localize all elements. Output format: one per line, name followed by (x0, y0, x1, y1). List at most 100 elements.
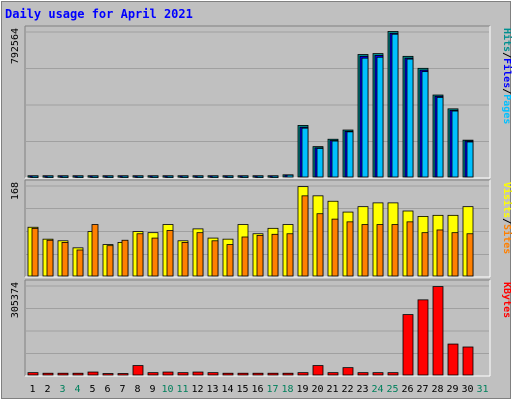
legend-hits-files-pages: Hits/Files/Pages (501, 28, 512, 124)
bar-kbytes-day-9 (147, 372, 159, 376)
day-label-2: 2 (44, 384, 50, 395)
bar-pages-day-30 (466, 141, 474, 178)
bar-sites-day-5 (91, 224, 99, 277)
day-label-4: 4 (74, 384, 80, 395)
bar-kbytes-day-22 (342, 367, 354, 376)
bar-sites-day-9 (151, 237, 159, 277)
day-label-30: 30 (461, 384, 473, 395)
bar-pages-day-22 (346, 131, 354, 178)
day-label-21: 21 (326, 384, 338, 395)
bar-sites-day-6 (106, 245, 114, 277)
bar-pages-day-23 (361, 57, 369, 178)
bar-pages-day-7 (121, 175, 129, 178)
bar-kbytes-day-20 (312, 365, 324, 376)
bar-kbytes-day-23 (357, 372, 369, 376)
bar-sites-day-16 (256, 234, 264, 277)
legend-item: KBytes (501, 282, 512, 318)
bar-pages-day-16 (256, 175, 264, 178)
day-label-13: 13 (206, 384, 218, 395)
day-label-28: 28 (431, 384, 443, 395)
bar-kbytes-day-13 (207, 372, 219, 376)
bar-kbytes-day-28 (432, 286, 444, 376)
bar-kbytes-day-30 (462, 346, 474, 376)
bar-kbytes-day-5 (87, 371, 99, 376)
bar-pages-day-15 (241, 175, 249, 178)
day-label-19: 19 (296, 384, 308, 395)
day-label-5: 5 (89, 384, 95, 395)
bar-kbytes-day-12 (192, 371, 204, 376)
bar-pages-day-26 (406, 58, 414, 178)
day-label-23: 23 (356, 384, 368, 395)
bar-sites-day-25 (391, 224, 399, 277)
y-max-label: 168 (10, 182, 21, 200)
bar-pages-day-6 (106, 175, 114, 178)
bar-pages-day-28 (436, 97, 444, 178)
chart-title: Daily usage for April 2021 (5, 7, 193, 21)
bar-sites-day-17 (271, 233, 279, 277)
bar-sites-day-11 (181, 242, 189, 277)
bar-sites-day-8 (136, 233, 144, 277)
day-label-26: 26 (401, 384, 413, 395)
bar-pages-day-29 (451, 110, 459, 178)
y-max-label: 792564 (10, 28, 21, 64)
bar-kbytes-day-8 (132, 365, 144, 376)
bar-pages-day-2 (46, 175, 54, 178)
bar-kbytes-day-27 (417, 299, 429, 376)
bar-pages-day-20 (316, 148, 324, 178)
bar-kbytes-day-24 (372, 372, 384, 376)
bar-sites-day-29 (451, 232, 459, 277)
bar-kbytes-day-2 (42, 372, 54, 376)
bar-sites-day-1 (31, 227, 39, 277)
day-label-16: 16 (251, 384, 263, 395)
legend-item: Pages (501, 94, 512, 124)
legend-item: Files (501, 58, 512, 88)
bar-kbytes-day-15 (237, 372, 249, 376)
day-label-3: 3 (59, 384, 65, 395)
legend-item: Sites (501, 224, 512, 254)
bar-sites-day-19 (301, 195, 309, 277)
day-label-9: 9 (149, 384, 155, 395)
legend-item: / (501, 88, 512, 94)
bar-kbytes-day-3 (57, 372, 69, 376)
bar-kbytes-day-26 (402, 314, 414, 376)
day-label-1: 1 (29, 384, 35, 395)
bar-sites-day-14 (226, 244, 234, 277)
bar-pages-day-5 (91, 175, 99, 178)
day-label-15: 15 (236, 384, 248, 395)
day-label-14: 14 (221, 384, 233, 395)
bar-kbytes-day-1 (27, 372, 39, 376)
day-label-7: 7 (119, 384, 125, 395)
bar-sites-day-10 (166, 230, 174, 277)
day-label-20: 20 (311, 384, 323, 395)
day-label-25: 25 (386, 384, 398, 395)
legend-kbytes: KBytes (501, 282, 512, 318)
bar-sites-day-28 (436, 229, 444, 277)
bar-pages-day-3 (61, 175, 69, 178)
bar-kbytes-day-21 (327, 372, 339, 376)
day-label-18: 18 (281, 384, 293, 395)
bar-sites-day-24 (376, 224, 384, 277)
day-label-31: 31 (476, 384, 488, 395)
bar-sites-day-27 (421, 232, 429, 277)
day-label-6: 6 (104, 384, 110, 395)
bar-pages-day-12 (196, 175, 204, 178)
bar-kbytes-day-14 (222, 372, 234, 376)
bar-sites-day-7 (121, 239, 129, 277)
bar-kbytes-day-25 (387, 372, 399, 376)
bar-sites-day-2 (46, 239, 54, 277)
bar-pages-day-11 (181, 175, 189, 178)
bar-pages-day-13 (211, 175, 219, 178)
bar-pages-day-4 (76, 175, 84, 178)
bar-sites-day-12 (196, 232, 204, 277)
legend-item: / (501, 52, 512, 58)
bar-sites-day-4 (76, 249, 84, 277)
bar-sites-day-30 (466, 233, 474, 277)
bar-pages-day-17 (271, 175, 279, 178)
bar-sites-day-21 (331, 218, 339, 277)
day-label-8: 8 (134, 384, 140, 395)
bar-pages-day-27 (421, 71, 429, 178)
bar-pages-day-1 (31, 175, 39, 178)
